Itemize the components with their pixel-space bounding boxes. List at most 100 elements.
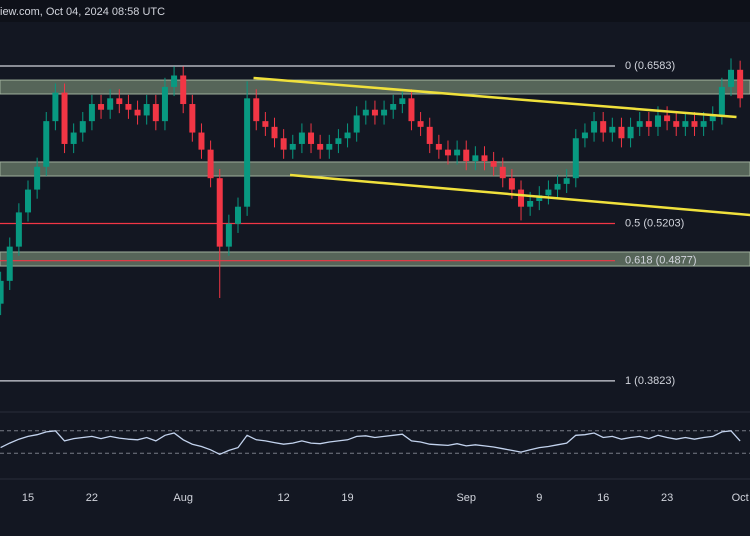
candle-body — [527, 200, 534, 207]
candle-body — [152, 104, 159, 122]
candle-body — [417, 121, 424, 127]
candle-body — [198, 132, 205, 150]
candle-body — [180, 75, 187, 105]
x-tick-label: 15 — [22, 492, 34, 504]
candle-body — [116, 98, 123, 105]
candle-body — [408, 98, 415, 122]
x-tick-label: Oct — [732, 492, 749, 504]
candle-body — [591, 121, 598, 133]
candle-body — [371, 109, 378, 116]
candle-body — [344, 132, 351, 139]
candle-body — [426, 126, 433, 144]
candle-body — [107, 98, 114, 110]
candle-body — [499, 166, 506, 179]
candle-body — [207, 149, 214, 179]
candle-body — [654, 115, 661, 127]
candle-body — [435, 143, 442, 150]
candle-body — [673, 121, 680, 127]
candle-body — [262, 121, 269, 127]
support-zone — [0, 251, 750, 267]
candle-body — [572, 138, 579, 179]
candle-body — [134, 109, 141, 116]
candle-body — [682, 121, 689, 127]
candle-body — [472, 155, 479, 162]
candle-body — [463, 149, 470, 162]
x-tick-label: 19 — [341, 492, 353, 504]
candle-body — [636, 121, 643, 127]
candle-body — [143, 104, 150, 116]
fib-label: 1 (0.3823) — [625, 375, 675, 387]
candle-body — [225, 223, 232, 247]
candle-body — [390, 104, 397, 110]
candle-body — [581, 132, 588, 139]
candle-body — [545, 189, 552, 196]
candle-body — [600, 121, 607, 133]
candle-body — [189, 104, 196, 133]
candle-body — [271, 126, 278, 139]
trendline — [253, 76, 737, 119]
rsi-line — [0, 430, 741, 456]
candle-body — [70, 132, 77, 144]
candle-body — [728, 69, 735, 87]
candle-body — [125, 104, 132, 110]
candle-body — [244, 98, 251, 207]
candle-body — [308, 132, 315, 144]
trendline — [289, 173, 750, 217]
candle-body — [317, 143, 324, 150]
candle-body — [609, 126, 616, 133]
candle-body — [0, 280, 4, 304]
candle-body — [98, 104, 105, 110]
candle-body — [381, 109, 388, 116]
candle-body — [536, 195, 543, 201]
candle-body — [691, 121, 698, 127]
candle-body — [444, 149, 451, 156]
header-bar — [0, 0, 750, 22]
candle-body — [280, 138, 287, 150]
support-zone — [0, 161, 750, 177]
candle-body — [61, 92, 68, 144]
x-tick-label: Sep — [456, 492, 476, 504]
candle-body — [718, 86, 725, 116]
x-tick-label: 9 — [536, 492, 542, 504]
fib-label: 0.618 (0.4877) — [625, 255, 697, 267]
candle-body — [326, 143, 333, 150]
candle-body — [700, 121, 707, 127]
candle-body — [335, 138, 342, 144]
x-tick-label: 16 — [597, 492, 609, 504]
x-tick-label: 22 — [86, 492, 98, 504]
candle-body — [15, 212, 22, 247]
candle-body — [627, 126, 634, 139]
candle-body — [52, 92, 59, 122]
candle-body — [518, 189, 525, 207]
candle-body — [362, 109, 369, 116]
candle-body — [645, 121, 652, 127]
x-tick-label: Aug — [173, 492, 193, 504]
candle-body — [399, 98, 406, 105]
candle-body — [161, 86, 168, 122]
fib-label: 0 (0.6583) — [625, 60, 675, 72]
candle-body — [664, 115, 671, 122]
candle-body — [490, 161, 497, 167]
candle-body — [298, 132, 305, 144]
candle-body — [34, 166, 41, 190]
x-tick-label: 23 — [661, 492, 673, 504]
candle-body — [234, 206, 241, 224]
header-text: iew.com, Oct 04, 2024 08:58 UTC — [0, 6, 165, 18]
candle-body — [289, 143, 296, 150]
candle-body — [216, 178, 223, 247]
candle-body — [554, 183, 561, 190]
candle-body — [709, 115, 716, 122]
candle-body — [353, 115, 360, 133]
candle-body — [79, 121, 86, 133]
x-tick-label: 12 — [278, 492, 290, 504]
candle-body — [508, 178, 515, 190]
candle-body — [88, 104, 95, 122]
candle-body — [6, 246, 13, 281]
candle-body — [253, 98, 260, 122]
candle-body — [563, 178, 570, 184]
fib-label: 0.5 (0.5203) — [625, 217, 684, 229]
candle-body — [454, 149, 461, 156]
candle-body — [25, 189, 31, 213]
candle-body — [481, 155, 488, 162]
